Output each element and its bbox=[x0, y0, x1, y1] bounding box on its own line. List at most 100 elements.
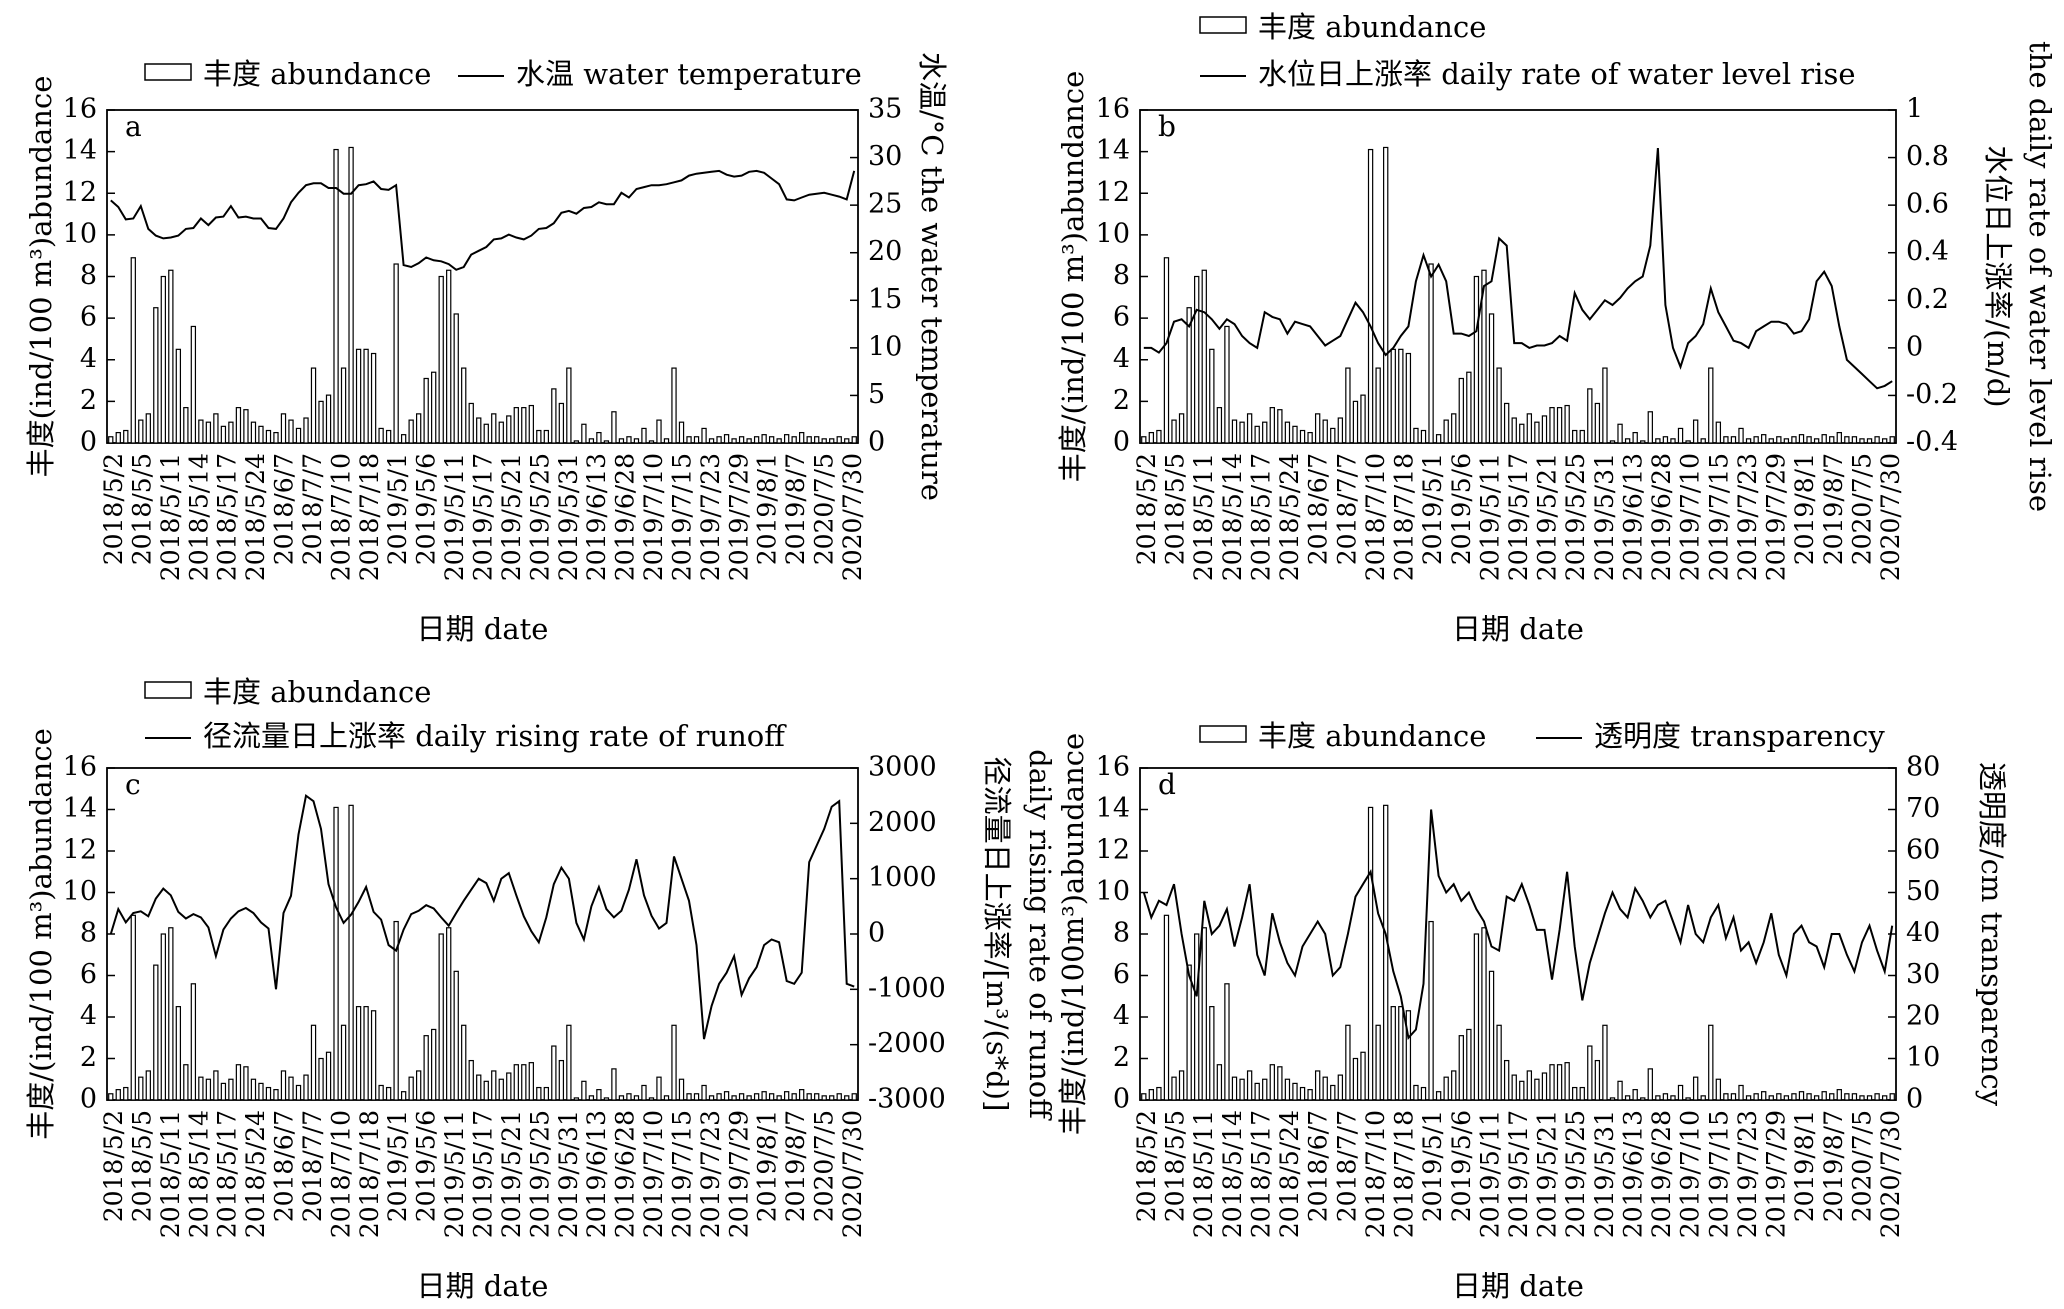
abundance-bar bbox=[1390, 1006, 1396, 1101]
abundance-bar bbox=[1163, 914, 1170, 1101]
abundance-bar bbox=[551, 1045, 557, 1101]
abundance-bar bbox=[686, 436, 692, 444]
x-tick-label: 2019/6/13 bbox=[582, 453, 611, 581]
abundance-bar bbox=[408, 1076, 414, 1101]
abundance-bar bbox=[1186, 964, 1192, 1101]
y-tick-label: 0 bbox=[80, 1084, 97, 1115]
abundance-bar bbox=[1201, 269, 1207, 444]
abundance-bar bbox=[1594, 402, 1601, 444]
abundance-bar bbox=[415, 1070, 422, 1101]
abundance-bar bbox=[1277, 409, 1283, 444]
abundance-bar bbox=[370, 352, 377, 444]
abundance-bar bbox=[814, 436, 820, 444]
abundance-bar bbox=[453, 313, 459, 444]
abundance-bar bbox=[513, 1064, 519, 1101]
y-tick-label: 4 bbox=[80, 343, 97, 374]
abundance-bar bbox=[1534, 1078, 1540, 1101]
abundance-bar bbox=[1171, 419, 1177, 444]
abundance-bar bbox=[1383, 146, 1389, 444]
abundance-bar bbox=[716, 1093, 722, 1101]
x-tick-label: 2019/7/23 bbox=[696, 1110, 725, 1238]
abundance-bar bbox=[1413, 427, 1419, 444]
y-tick-label: 8 bbox=[1113, 918, 1130, 949]
abundance-bar bbox=[1314, 413, 1321, 444]
abundance-bar bbox=[1262, 1078, 1268, 1101]
abundance-bar bbox=[1768, 438, 1774, 444]
abundance-bar bbox=[1708, 367, 1714, 444]
abundance-bar bbox=[1617, 423, 1623, 444]
abundance-bar bbox=[1398, 348, 1404, 444]
abundance-bar bbox=[1670, 1095, 1676, 1101]
abundance-bar bbox=[1156, 429, 1162, 444]
x-tick-label: 2018/5/24 bbox=[241, 453, 270, 581]
abundance-bar bbox=[1708, 1024, 1714, 1101]
abundance-bar bbox=[791, 436, 797, 444]
abundance-bar bbox=[1503, 402, 1510, 444]
x-tick-label: 2018/5/17 bbox=[1246, 453, 1275, 581]
abundance-bar bbox=[273, 1089, 279, 1101]
y-tick-label: 16 bbox=[1096, 752, 1130, 783]
abundance-bar bbox=[1246, 1070, 1253, 1101]
abundance-bar bbox=[1216, 407, 1223, 444]
abundance-bar bbox=[558, 1059, 565, 1101]
abundance-bar bbox=[1458, 377, 1464, 444]
abundance-bar bbox=[626, 1093, 632, 1101]
x-tick-label: 2018/5/24 bbox=[1275, 453, 1304, 581]
abundance-bar bbox=[588, 438, 595, 444]
x-tick-label: 2018/5/2 bbox=[1132, 1110, 1161, 1222]
x-tick-label: 2019/5/17 bbox=[1504, 1110, 1533, 1238]
legend-line-label: 透明度 transparency bbox=[1594, 719, 1885, 753]
abundance-bar bbox=[183, 1064, 189, 1101]
abundance-bar bbox=[1277, 1066, 1283, 1101]
abundance-bar bbox=[543, 429, 550, 444]
abundance-bar bbox=[303, 1074, 309, 1101]
abundance-bar bbox=[160, 933, 166, 1101]
abundance-bar bbox=[378, 1084, 384, 1101]
abundance-bar bbox=[1866, 438, 1873, 444]
abundance-bar bbox=[543, 1086, 550, 1101]
abundance-bar bbox=[753, 1093, 760, 1101]
abundance-bar bbox=[1685, 1097, 1691, 1101]
abundance-bar bbox=[596, 1089, 602, 1101]
x-tick-label: 2019/5/25 bbox=[1561, 453, 1590, 581]
y-tick-label: 14 bbox=[63, 793, 97, 824]
abundance-bar bbox=[1541, 1072, 1548, 1101]
y2-tick-label: 10 bbox=[868, 331, 902, 362]
x-tick-label: 2019/5/1 bbox=[383, 1110, 412, 1222]
abundance-bar bbox=[506, 415, 512, 444]
y2-tick-label: 0 bbox=[1906, 331, 1923, 362]
abundance-bar bbox=[768, 436, 775, 444]
legend-line-label: 水位日上涨率 daily rate of water level rise bbox=[1258, 57, 1856, 91]
abundance-bar bbox=[498, 421, 504, 444]
abundance-bar bbox=[438, 933, 444, 1101]
abundance-bar bbox=[1360, 1051, 1366, 1101]
y2-tick-label: -3000 bbox=[868, 1084, 946, 1115]
abundance-bar bbox=[1466, 1028, 1472, 1101]
x-tick-label: 2019/7/23 bbox=[696, 453, 725, 581]
abundance-bar bbox=[1738, 1084, 1744, 1101]
x-tick-label: 2019/5/31 bbox=[1590, 453, 1619, 581]
x-tick-label: 2020/7/5 bbox=[810, 1110, 839, 1222]
abundance-bar bbox=[1496, 1024, 1502, 1101]
abundance-bar bbox=[468, 402, 474, 444]
abundance-bar bbox=[363, 348, 369, 444]
abundance-bar bbox=[408, 419, 414, 444]
plot-frame bbox=[106, 109, 859, 444]
abundance-bar bbox=[1791, 436, 1797, 444]
abundance-bar bbox=[806, 436, 812, 444]
abundance-bar bbox=[1821, 1091, 1827, 1101]
abundance-bar bbox=[723, 434, 730, 444]
abundance-bar bbox=[1609, 440, 1616, 444]
y-tick-label: 6 bbox=[1113, 302, 1130, 333]
abundance-bar bbox=[596, 431, 602, 444]
x-tick-label: 2019/8/7 bbox=[1819, 453, 1848, 565]
abundance-bar bbox=[753, 436, 760, 444]
abundance-bar bbox=[1677, 1084, 1684, 1101]
abundance-bar bbox=[1466, 371, 1472, 444]
abundance-bar bbox=[363, 1006, 369, 1101]
abundance-bar bbox=[1655, 438, 1661, 444]
x-tick-label: 2020/7/5 bbox=[1847, 1110, 1876, 1222]
abundance-bar bbox=[1156, 1086, 1162, 1101]
abundance-bar bbox=[1685, 440, 1691, 444]
